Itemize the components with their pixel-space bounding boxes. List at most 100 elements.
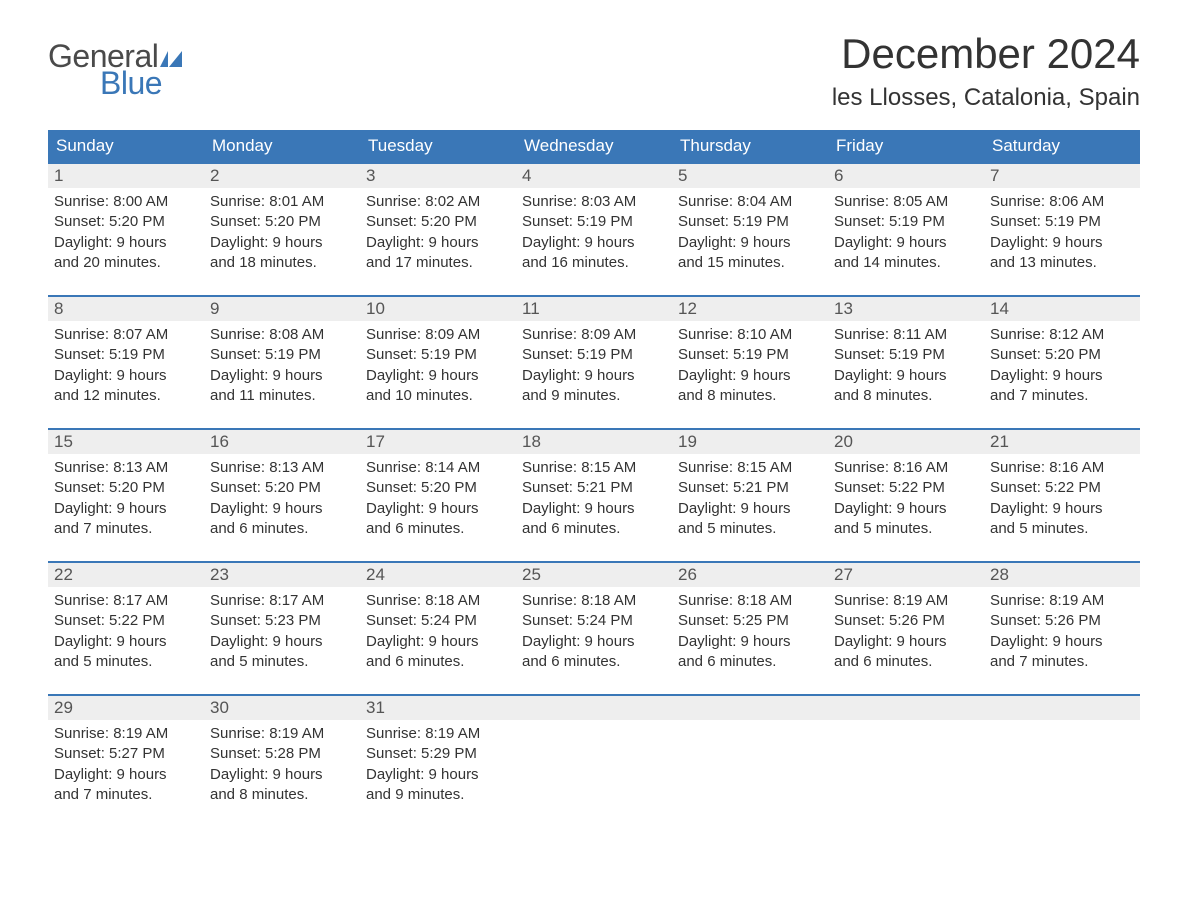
sunset-text: Sunset: 5:26 PM [990,611,1134,631]
day-body: Sunrise: 8:14 AMSunset: 5:20 PMDaylight:… [360,454,516,547]
sunrise-text: Sunrise: 8:08 AM [210,325,354,345]
sunset-text: Sunset: 5:19 PM [834,345,978,365]
day-body: Sunrise: 8:18 AMSunset: 5:24 PMDaylight:… [360,587,516,680]
calendar-day: 29Sunrise: 8:19 AMSunset: 5:27 PMDayligh… [48,696,204,813]
daylight-text-1: Daylight: 9 hours [210,233,354,253]
daylight-text-1: Daylight: 9 hours [54,765,198,785]
sunset-text: Sunset: 5:20 PM [210,478,354,498]
calendar-week: 8 Sunrise: 8:07 AM Sunset: 5:19 PMDaylight… [48,295,1140,414]
daylight-text-1: Daylight: 9 hours [990,233,1134,253]
day-body: Sunrise: 8:05 AMSunset: 5:19 PMDaylight:… [828,188,984,281]
daylight-text-2: and 5 minutes. [210,652,354,672]
sunrise-text: Sunrise: 8:03 AM [522,192,666,212]
sunrise-text: Sunrise: 8:19 AM [210,724,354,744]
sunrise-text: Sunrise: 8:19 AM [990,591,1134,611]
day-number [516,696,672,720]
daylight-text-2: and 6 minutes. [366,652,510,672]
day-number: 30 [204,696,360,720]
daylight-text-2: and 15 minutes. [678,253,822,273]
month-title: December 2024 [832,30,1140,78]
sunrise-text: Sunrise: 8:01 AM [210,192,354,212]
sunrise-text: Sunrise: 8:17 AM [210,591,354,611]
sunrise-text: Sunrise: 8:16 AM [990,458,1134,478]
day-body: Sunrise: 8:19 AMSunset: 5:27 PMDaylight:… [48,720,204,813]
sunrise-text: Sunrise: 8:07 AM [54,325,198,345]
sunrise-text: Sunrise: 8:11 AM [834,325,978,345]
day-number: 11 [516,297,672,321]
daylight-text-2: and 9 minutes. [522,386,666,406]
day-number: 28 [984,563,1140,587]
calendar-day [984,696,1140,813]
day-body: Sunrise: 8:13 AMSunset: 5:20 PMDaylight:… [204,454,360,547]
day-number: 13 [828,297,984,321]
day-number: 31 [360,696,516,720]
sunset-text: Sunset: 5:19 PM [678,212,822,232]
logo-text-blue: Blue [100,65,162,102]
daylight-text-2: and 7 minutes. [990,652,1134,672]
day-number: 27 [828,563,984,587]
weekday-label: Thursday [672,130,828,162]
sunrise-text: Sunrise: 8:19 AM [366,724,510,744]
day-number [828,696,984,720]
sunrise-text: Sunrise: 8:17 AM [54,591,198,611]
day-body: Sunrise: 8:00 AMSunset: 5:20 PMDaylight:… [48,188,204,281]
calendar-day: 14Sunrise: 8:12 AMSunset: 5:20 PMDayligh… [984,297,1140,414]
daylight-text-2: and 8 minutes. [678,386,822,406]
calendar-day: 17Sunrise: 8:14 AMSunset: 5:20 PMDayligh… [360,430,516,547]
day-body: Sunrise: 8:09 AMSunset: 5:19 PMDaylight:… [516,321,672,414]
calendar-day: 9Sunrise: 8:08 AMSunset: 5:19 PMDaylight… [204,297,360,414]
calendar: Sunday Monday Tuesday Wednesday Thursday… [48,130,1140,813]
daylight-text-2: and 6 minutes. [522,519,666,539]
day-body: Sunrise: 8:06 AMSunset: 5:19 PMDaylight:… [984,188,1140,281]
day-number: 12 [672,297,828,321]
sunset-text: Sunset: 5:19 PM [990,212,1134,232]
sunrise-text: Sunrise: 8:13 AM [210,458,354,478]
calendar-day: 26Sunrise: 8:18 AMSunset: 5:25 PMDayligh… [672,563,828,680]
sunset-text: Sunset: 5:20 PM [366,478,510,498]
daylight-text-2: and 8 minutes. [210,785,354,805]
calendar-day: 7Sunrise: 8:06 AMSunset: 5:19 PMDaylight… [984,164,1140,281]
daylight-text-1: Daylight: 9 hours [210,632,354,652]
day-body: Sunrise: 8:18 AMSunset: 5:24 PMDaylight:… [516,587,672,680]
daylight-text-2: and 16 minutes. [522,253,666,273]
daylight-text-2: and 6 minutes. [522,652,666,672]
sunset-text: Sunset: 5:29 PM [366,744,510,764]
daylight-text-1: Daylight: 9 hours [366,499,510,519]
sunrise-text: Sunrise: 8:00 AM [54,192,198,212]
sunrise-text: Sunrise: 8:10 AM [678,325,822,345]
day-body: Sunrise: 8:15 AMSunset: 5:21 PMDaylight:… [516,454,672,547]
calendar-day: 3Sunrise: 8:02 AMSunset: 5:20 PMDaylight… [360,164,516,281]
calendar-day: 8Sunrise: 8:07 AMSunset: 5:19 PMDaylight… [48,297,204,414]
sunrise-text: Sunrise: 8:18 AM [522,591,666,611]
sunset-text: Sunset: 5:21 PM [678,478,822,498]
daylight-text-1: Daylight: 9 hours [678,499,822,519]
day-body: Sunrise: 8:09 AMSunset: 5:19 PMDaylight:… [360,321,516,414]
sunrise-text: Sunrise: 8:19 AM [834,591,978,611]
sunrise-text: Sunrise: 8:02 AM [366,192,510,212]
daylight-text-2: and 14 minutes. [834,253,978,273]
daylight-text-2: and 6 minutes. [366,519,510,539]
calendar-day: 10Sunrise: 8:09 AMSunset: 5:19 PMDayligh… [360,297,516,414]
daylight-text-1: Daylight: 9 hours [678,233,822,253]
day-body: Sunrise: 8:17 AMSunset: 5:22 PMDaylight:… [48,587,204,680]
sunset-text: Sunset: 5:27 PM [54,744,198,764]
calendar-day: 16Sunrise: 8:13 AMSunset: 5:20 PMDayligh… [204,430,360,547]
daylight-text-2: and 8 minutes. [834,386,978,406]
calendar-day: 15Sunrise: 8:13 AMSunset: 5:20 PMDayligh… [48,430,204,547]
calendar-day [828,696,984,813]
sunset-text: Sunset: 5:19 PM [522,212,666,232]
sunset-text: Sunset: 5:23 PM [210,611,354,631]
day-number: 18 [516,430,672,454]
sunset-text: Sunset: 5:21 PM [522,478,666,498]
daylight-text-1: Daylight: 9 hours [366,765,510,785]
day-number [984,696,1140,720]
sunrise-text: Sunrise: 8:15 AM [522,458,666,478]
sunrise-text: Sunrise: 8:12 AM [990,325,1134,345]
daylight-text-2: and 6 minutes. [834,652,978,672]
day-number: 8 [48,297,204,321]
daylight-text-1: Daylight: 9 hours [834,366,978,386]
calendar-day: 28Sunrise: 8:19 AMSunset: 5:26 PMDayligh… [984,563,1140,680]
sunrise-text: Sunrise: 8:19 AM [54,724,198,744]
weekday-label: Wednesday [516,130,672,162]
daylight-text-2: and 7 minutes. [54,785,198,805]
